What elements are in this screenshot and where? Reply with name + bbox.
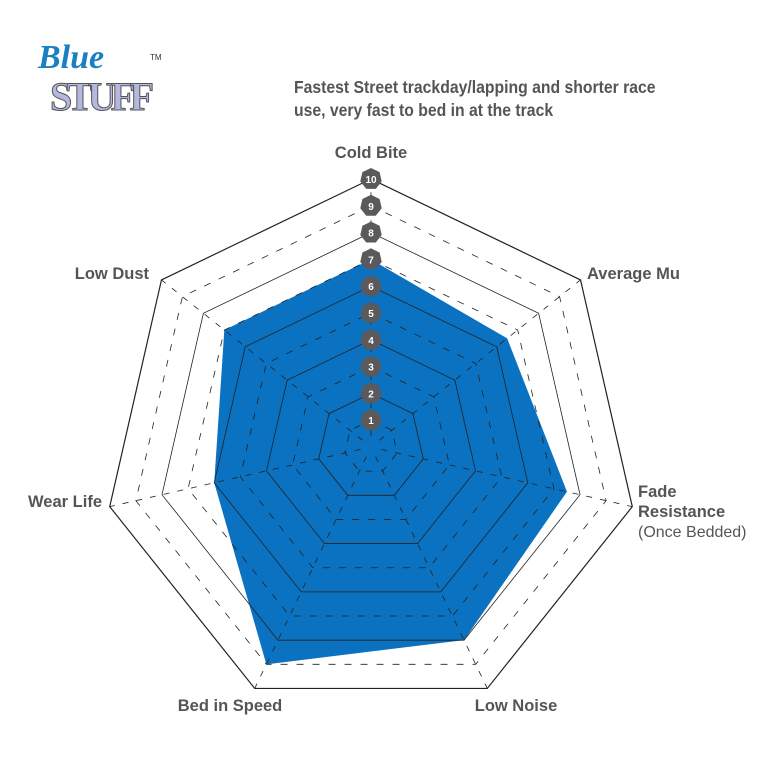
spoke-1: [379, 279, 581, 441]
axis-label: Fade Resistance: [638, 483, 725, 521]
grid-ring-1: [344, 419, 398, 472]
axis-sublabel: (Once Bedded): [638, 524, 747, 541]
scale-marker-4: [360, 328, 382, 350]
scale-tick-label: 9: [368, 202, 374, 213]
axis-label: Low Dust: [75, 265, 150, 283]
grid-ring-5: [239, 312, 503, 569]
chart-title: Fastest Street trackday/lapping and shor…: [294, 77, 656, 120]
logo-tm: TM: [150, 53, 162, 62]
logo-stuff: STUFF: [50, 74, 154, 116]
scale-marker-6: [360, 275, 382, 297]
scale-tick-label: 4: [368, 336, 374, 347]
grid-ring-7: [187, 258, 555, 617]
scale-tick-label: 6: [368, 282, 374, 293]
scale-marker-9: [360, 194, 382, 216]
grid-ring-8: [161, 232, 581, 641]
scale-tick-label: 1: [368, 416, 374, 427]
scale-marker-7: [360, 248, 382, 270]
spoke-2: [381, 448, 633, 508]
spoke-3: [375, 456, 488, 689]
scale-marker-1: [360, 409, 382, 431]
scale-tick-label: 2: [368, 389, 374, 400]
scale-marker-2: [360, 382, 382, 404]
grid-ring-9: [135, 205, 607, 665]
scale-marker-10: [360, 168, 382, 189]
grid-ring-3: [292, 366, 450, 520]
scale-tick-label: 3: [368, 363, 374, 374]
grid-ring-6: [213, 285, 529, 593]
axis-label: Wear Life: [28, 493, 102, 511]
scale-marker-5: [360, 302, 382, 323]
bluestuff-logo: Blue STUFF TM: [36, 36, 166, 121]
data-area: [214, 259, 567, 665]
grid-ring-2: [318, 392, 424, 496]
scale-marker-8: [360, 221, 382, 243]
grid-ring-10: [109, 178, 633, 690]
axis-label: Low Noise: [475, 697, 558, 715]
scale-tick-label: 8: [368, 229, 374, 240]
scale-tick-label: 5: [368, 309, 374, 320]
scale-tick-label: 10: [365, 175, 377, 186]
grid-ring-4: [266, 339, 476, 544]
spoke-5: [109, 448, 361, 508]
logo-blue: Blue: [37, 39, 104, 76]
scale-tick-label: 7: [368, 255, 374, 266]
scale-marker-3: [360, 355, 382, 377]
spoke-4: [254, 456, 367, 689]
axis-label: Cold Bite: [335, 144, 407, 162]
axis-label: Average Mu: [587, 265, 680, 283]
spoke-6: [161, 279, 363, 441]
axis-label: Bed in Speed: [178, 697, 283, 715]
